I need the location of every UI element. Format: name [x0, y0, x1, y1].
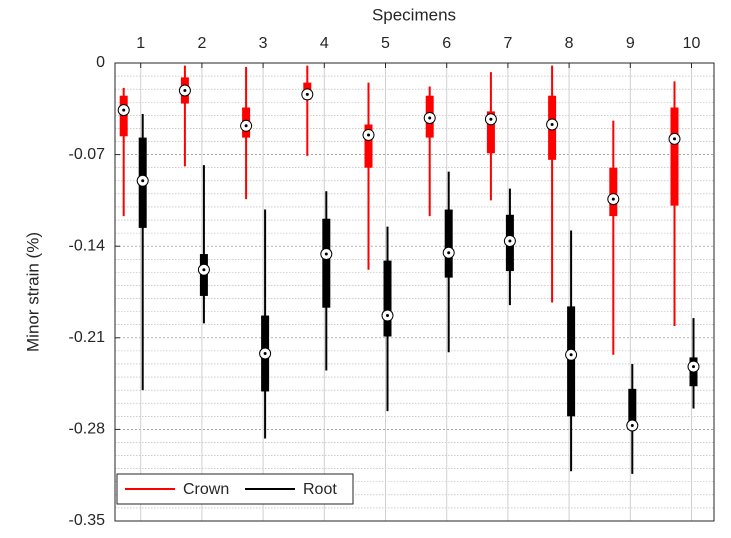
y-tick-label: -0.21 [69, 329, 106, 346]
box [322, 218, 331, 308]
median-dot [305, 92, 309, 96]
legend-label: Crown [183, 481, 229, 498]
x-tick-label: 6 [442, 35, 451, 52]
x-tick-label: 4 [320, 35, 329, 52]
box [628, 388, 637, 426]
median-dot [428, 116, 432, 120]
y-tick-label: -0.07 [69, 146, 106, 163]
y-tick-label: -0.14 [69, 237, 106, 254]
median-dot [611, 197, 615, 201]
median-dot [244, 124, 248, 128]
box [364, 124, 373, 168]
x-tick-label: 10 [683, 35, 701, 52]
median-dot [202, 268, 206, 272]
y-tick-label: -0.35 [69, 512, 106, 529]
median-dot [386, 314, 390, 318]
box [567, 306, 576, 417]
median-dot [489, 117, 493, 121]
x-tick-label: 7 [503, 35, 512, 52]
x-tick-label: 8 [565, 35, 574, 52]
median-dot [367, 133, 371, 137]
x-tick-label: 1 [136, 35, 145, 52]
median-dot [550, 123, 554, 127]
y-axis-label: Minor strain (%) [23, 232, 42, 352]
x-tick-label: 3 [259, 35, 268, 52]
chart-title: Specimens [372, 5, 456, 24]
median-dot [263, 352, 267, 356]
box [486, 111, 495, 154]
plot-frame [114, 62, 715, 522]
median-dot [183, 88, 187, 92]
median-dot [447, 251, 451, 255]
median-dot [692, 365, 696, 369]
median-dot [324, 252, 328, 256]
x-tick-label: 5 [381, 35, 390, 52]
y-tick-label: -0.28 [69, 421, 106, 438]
box [609, 167, 618, 217]
median-dot [630, 423, 634, 427]
x-tick-label: 2 [197, 35, 206, 52]
box [444, 209, 453, 278]
x-tick-label: 9 [626, 35, 635, 52]
median-dot [508, 239, 512, 243]
box [670, 107, 679, 206]
median-dot [122, 108, 126, 112]
median-dot [569, 353, 573, 357]
median-dot [673, 137, 677, 141]
legend-label: Root [303, 481, 337, 498]
box [383, 260, 392, 337]
y-tick-label: 0 [96, 54, 105, 71]
median-dot [141, 179, 145, 183]
